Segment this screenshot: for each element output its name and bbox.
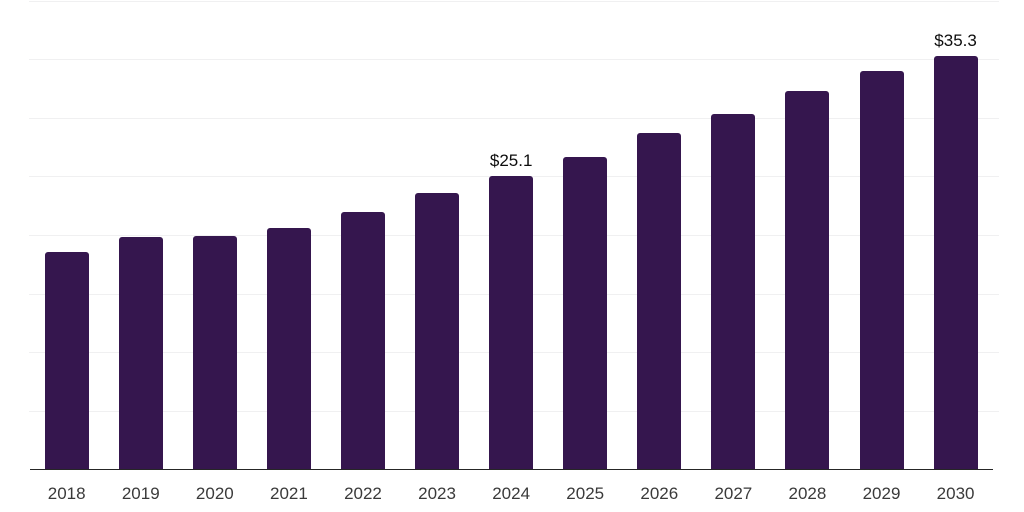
x-tick-label-2026: 2026: [640, 484, 679, 503]
x-axis-line: [30, 468, 993, 471]
data-label-2024: $25.1: [489, 150, 533, 170]
bar-2028: [785, 91, 830, 470]
bar-2020: [192, 235, 237, 470]
bar-2029: [859, 71, 904, 470]
plot-area: $25.1 $35.3: [29, 0, 999, 471]
x-tick-label-2025: 2025: [566, 484, 605, 503]
x-tick-label-2018: 2018: [47, 484, 86, 503]
x-tick-label-2027: 2027: [714, 484, 753, 503]
x-tick-label-2022: 2022: [344, 484, 382, 503]
x-tick-label-2020: 2020: [195, 484, 234, 503]
x-tick-label-2029: 2029: [862, 484, 901, 503]
x-tick-label-2030: 2030: [936, 484, 975, 503]
bar-2026: [637, 133, 682, 470]
x-tick-label-2023: 2023: [418, 484, 456, 503]
bar-2021: [266, 228, 311, 470]
x-tick-label-2019: 2019: [121, 484, 160, 503]
bar-2022: [340, 212, 385, 470]
bar-2019: [118, 236, 163, 470]
bar-2018: [44, 251, 89, 470]
bar-2023: [415, 193, 460, 470]
bar-2030: [933, 56, 978, 470]
bar-2024: [489, 175, 534, 470]
x-tick-label-2024: 2024: [492, 484, 531, 503]
gridline-40: [29, 0, 999, 2]
gridline-35: [29, 59, 999, 61]
x-tick-label-2028: 2028: [788, 484, 827, 503]
data-label-2030: $35.3: [934, 31, 977, 51]
bar-2025: [563, 156, 608, 470]
x-tick-label-2021: 2021: [270, 484, 308, 503]
bar-2027: [711, 113, 756, 470]
gridline-30: [29, 117, 999, 119]
